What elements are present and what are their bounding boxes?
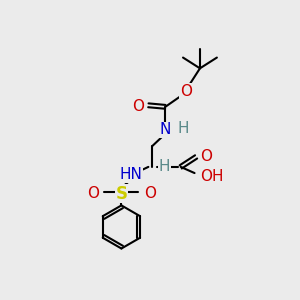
Text: H: H [178, 121, 189, 136]
Text: O: O [200, 148, 212, 164]
Text: O: O [180, 84, 192, 99]
Text: H: H [158, 159, 170, 174]
Text: O: O [144, 185, 156, 200]
Text: O: O [133, 99, 145, 114]
Text: O: O [87, 185, 99, 200]
Text: S: S [116, 184, 128, 202]
Text: HN: HN [119, 167, 142, 182]
Text: N: N [160, 122, 171, 137]
Text: OH: OH [200, 169, 224, 184]
